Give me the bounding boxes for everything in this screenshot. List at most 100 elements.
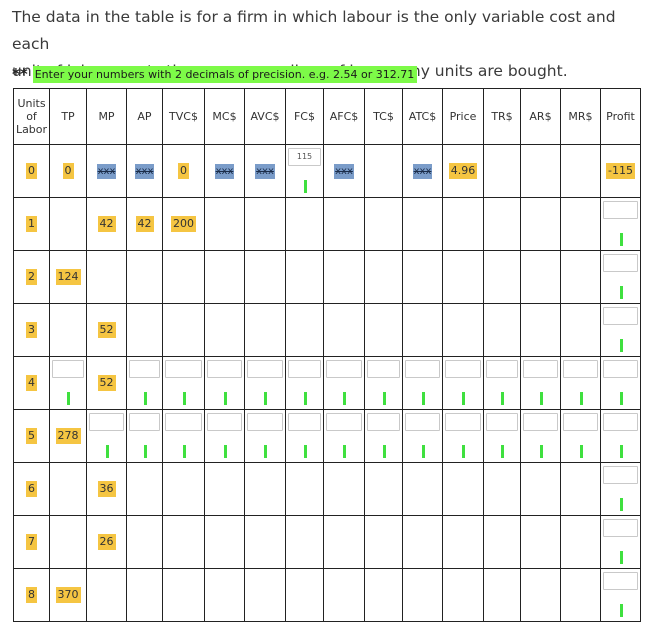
cell-price: 4.96 bbox=[442, 144, 484, 198]
profit-input[interactable] bbox=[603, 201, 638, 219]
cell-afc bbox=[323, 250, 365, 304]
cell-ar bbox=[520, 250, 561, 304]
cell-afc bbox=[323, 409, 365, 463]
afc-input[interactable] bbox=[326, 413, 362, 431]
cell-avc bbox=[244, 409, 286, 463]
fc-input[interactable]: 115 bbox=[288, 148, 321, 166]
mp-value: 42 bbox=[97, 216, 116, 232]
units-value: 2 bbox=[26, 269, 37, 285]
profit-input[interactable] bbox=[603, 466, 638, 484]
cell-mp bbox=[86, 409, 127, 463]
tvc-input[interactable] bbox=[165, 360, 202, 378]
cell-profit bbox=[600, 197, 641, 251]
header-avc: AVC$ bbox=[244, 88, 286, 145]
atc-input[interactable] bbox=[405, 413, 440, 431]
price-input[interactable] bbox=[445, 360, 481, 378]
atc-input[interactable] bbox=[405, 360, 440, 378]
ap-input[interactable] bbox=[129, 360, 160, 378]
cell-afc bbox=[323, 356, 365, 410]
ar-input[interactable] bbox=[523, 360, 558, 378]
header-afc: AFC$ bbox=[323, 88, 365, 145]
cell-price bbox=[442, 250, 484, 304]
ap-value: 42 bbox=[135, 216, 154, 232]
profit-input[interactable] bbox=[603, 307, 638, 325]
mp-input[interactable] bbox=[89, 413, 124, 431]
cost-table: Units of Labor TP MP AP TVC$ MC$ AVC$ FC… bbox=[13, 88, 641, 622]
cell-mp bbox=[86, 568, 127, 622]
cell-ap bbox=[126, 462, 163, 516]
cell-tp bbox=[49, 197, 87, 251]
cell-mr bbox=[560, 303, 601, 357]
profit-input[interactable] bbox=[603, 519, 638, 537]
tc-input[interactable] bbox=[367, 413, 400, 431]
text-cursor bbox=[462, 392, 465, 405]
cell-profit bbox=[600, 303, 641, 357]
mc-input[interactable] bbox=[207, 360, 242, 378]
price-input[interactable] bbox=[445, 413, 481, 431]
cell-ap: xxx bbox=[126, 144, 163, 198]
avc-input[interactable] bbox=[247, 413, 283, 431]
mr-input[interactable] bbox=[563, 413, 598, 431]
profit-input[interactable] bbox=[603, 254, 638, 272]
text-cursor bbox=[579, 445, 583, 458]
cell-mr bbox=[560, 356, 601, 410]
text-cursor bbox=[462, 445, 465, 458]
cell-tc bbox=[364, 568, 403, 622]
cell-mc bbox=[204, 250, 245, 304]
cell-mp: 52 bbox=[86, 303, 127, 357]
cell-profit bbox=[600, 568, 641, 622]
text-cursor bbox=[67, 392, 70, 405]
tp-value: 370 bbox=[55, 587, 81, 603]
ar-input[interactable] bbox=[523, 413, 558, 431]
cell-mc bbox=[204, 197, 245, 251]
cell-afc: xxx bbox=[323, 144, 365, 198]
afc-input[interactable] bbox=[326, 360, 362, 378]
cell-avc bbox=[244, 515, 286, 569]
profit-input[interactable] bbox=[603, 360, 638, 378]
tp-value: 124 bbox=[55, 269, 81, 285]
cell-atc bbox=[402, 462, 443, 516]
table-row: 7 26 bbox=[13, 515, 641, 569]
fc-input[interactable] bbox=[288, 360, 321, 378]
cell-price bbox=[442, 515, 484, 569]
cell-units: 2 bbox=[13, 250, 50, 304]
table-row: 3 52 bbox=[13, 303, 641, 357]
cell-fc bbox=[285, 356, 324, 410]
profit-input[interactable] bbox=[603, 413, 638, 431]
tc-input[interactable] bbox=[367, 360, 400, 378]
profit-input[interactable] bbox=[603, 572, 638, 590]
cell-atc bbox=[402, 515, 443, 569]
cell-afc bbox=[323, 515, 365, 569]
price-value: 4.96 bbox=[448, 163, 478, 179]
cell-tr bbox=[483, 197, 521, 251]
cell-ar bbox=[520, 462, 561, 516]
cell-fc bbox=[285, 515, 324, 569]
cell-units: 6 bbox=[13, 462, 50, 516]
cell-avc bbox=[244, 303, 286, 357]
fc-input[interactable] bbox=[288, 413, 321, 431]
tr-input[interactable] bbox=[486, 413, 518, 431]
mr-input[interactable] bbox=[563, 360, 598, 378]
mp-value: 36 bbox=[97, 481, 116, 497]
cell-atc bbox=[402, 197, 443, 251]
cell-afc bbox=[323, 303, 365, 357]
header-ar: AR$ bbox=[520, 88, 561, 145]
afc-value: xxx bbox=[334, 163, 354, 179]
cell-avc bbox=[244, 568, 286, 622]
text-cursor bbox=[382, 392, 386, 405]
avc-input[interactable] bbox=[247, 360, 283, 378]
cell-avc bbox=[244, 250, 286, 304]
cell-mr bbox=[560, 568, 601, 622]
text-cursor bbox=[382, 445, 386, 458]
tr-input[interactable] bbox=[486, 360, 518, 378]
cell-units: 7 bbox=[13, 515, 50, 569]
tp-input[interactable] bbox=[52, 360, 84, 378]
cell-tp: 278 bbox=[49, 409, 87, 463]
tvc-input[interactable] bbox=[165, 413, 202, 431]
mc-input[interactable] bbox=[207, 413, 242, 431]
units-value: 6 bbox=[26, 481, 37, 497]
cell-mr bbox=[560, 250, 601, 304]
units-value: 7 bbox=[26, 534, 37, 550]
cell-atc bbox=[402, 568, 443, 622]
ap-input[interactable] bbox=[129, 413, 160, 431]
